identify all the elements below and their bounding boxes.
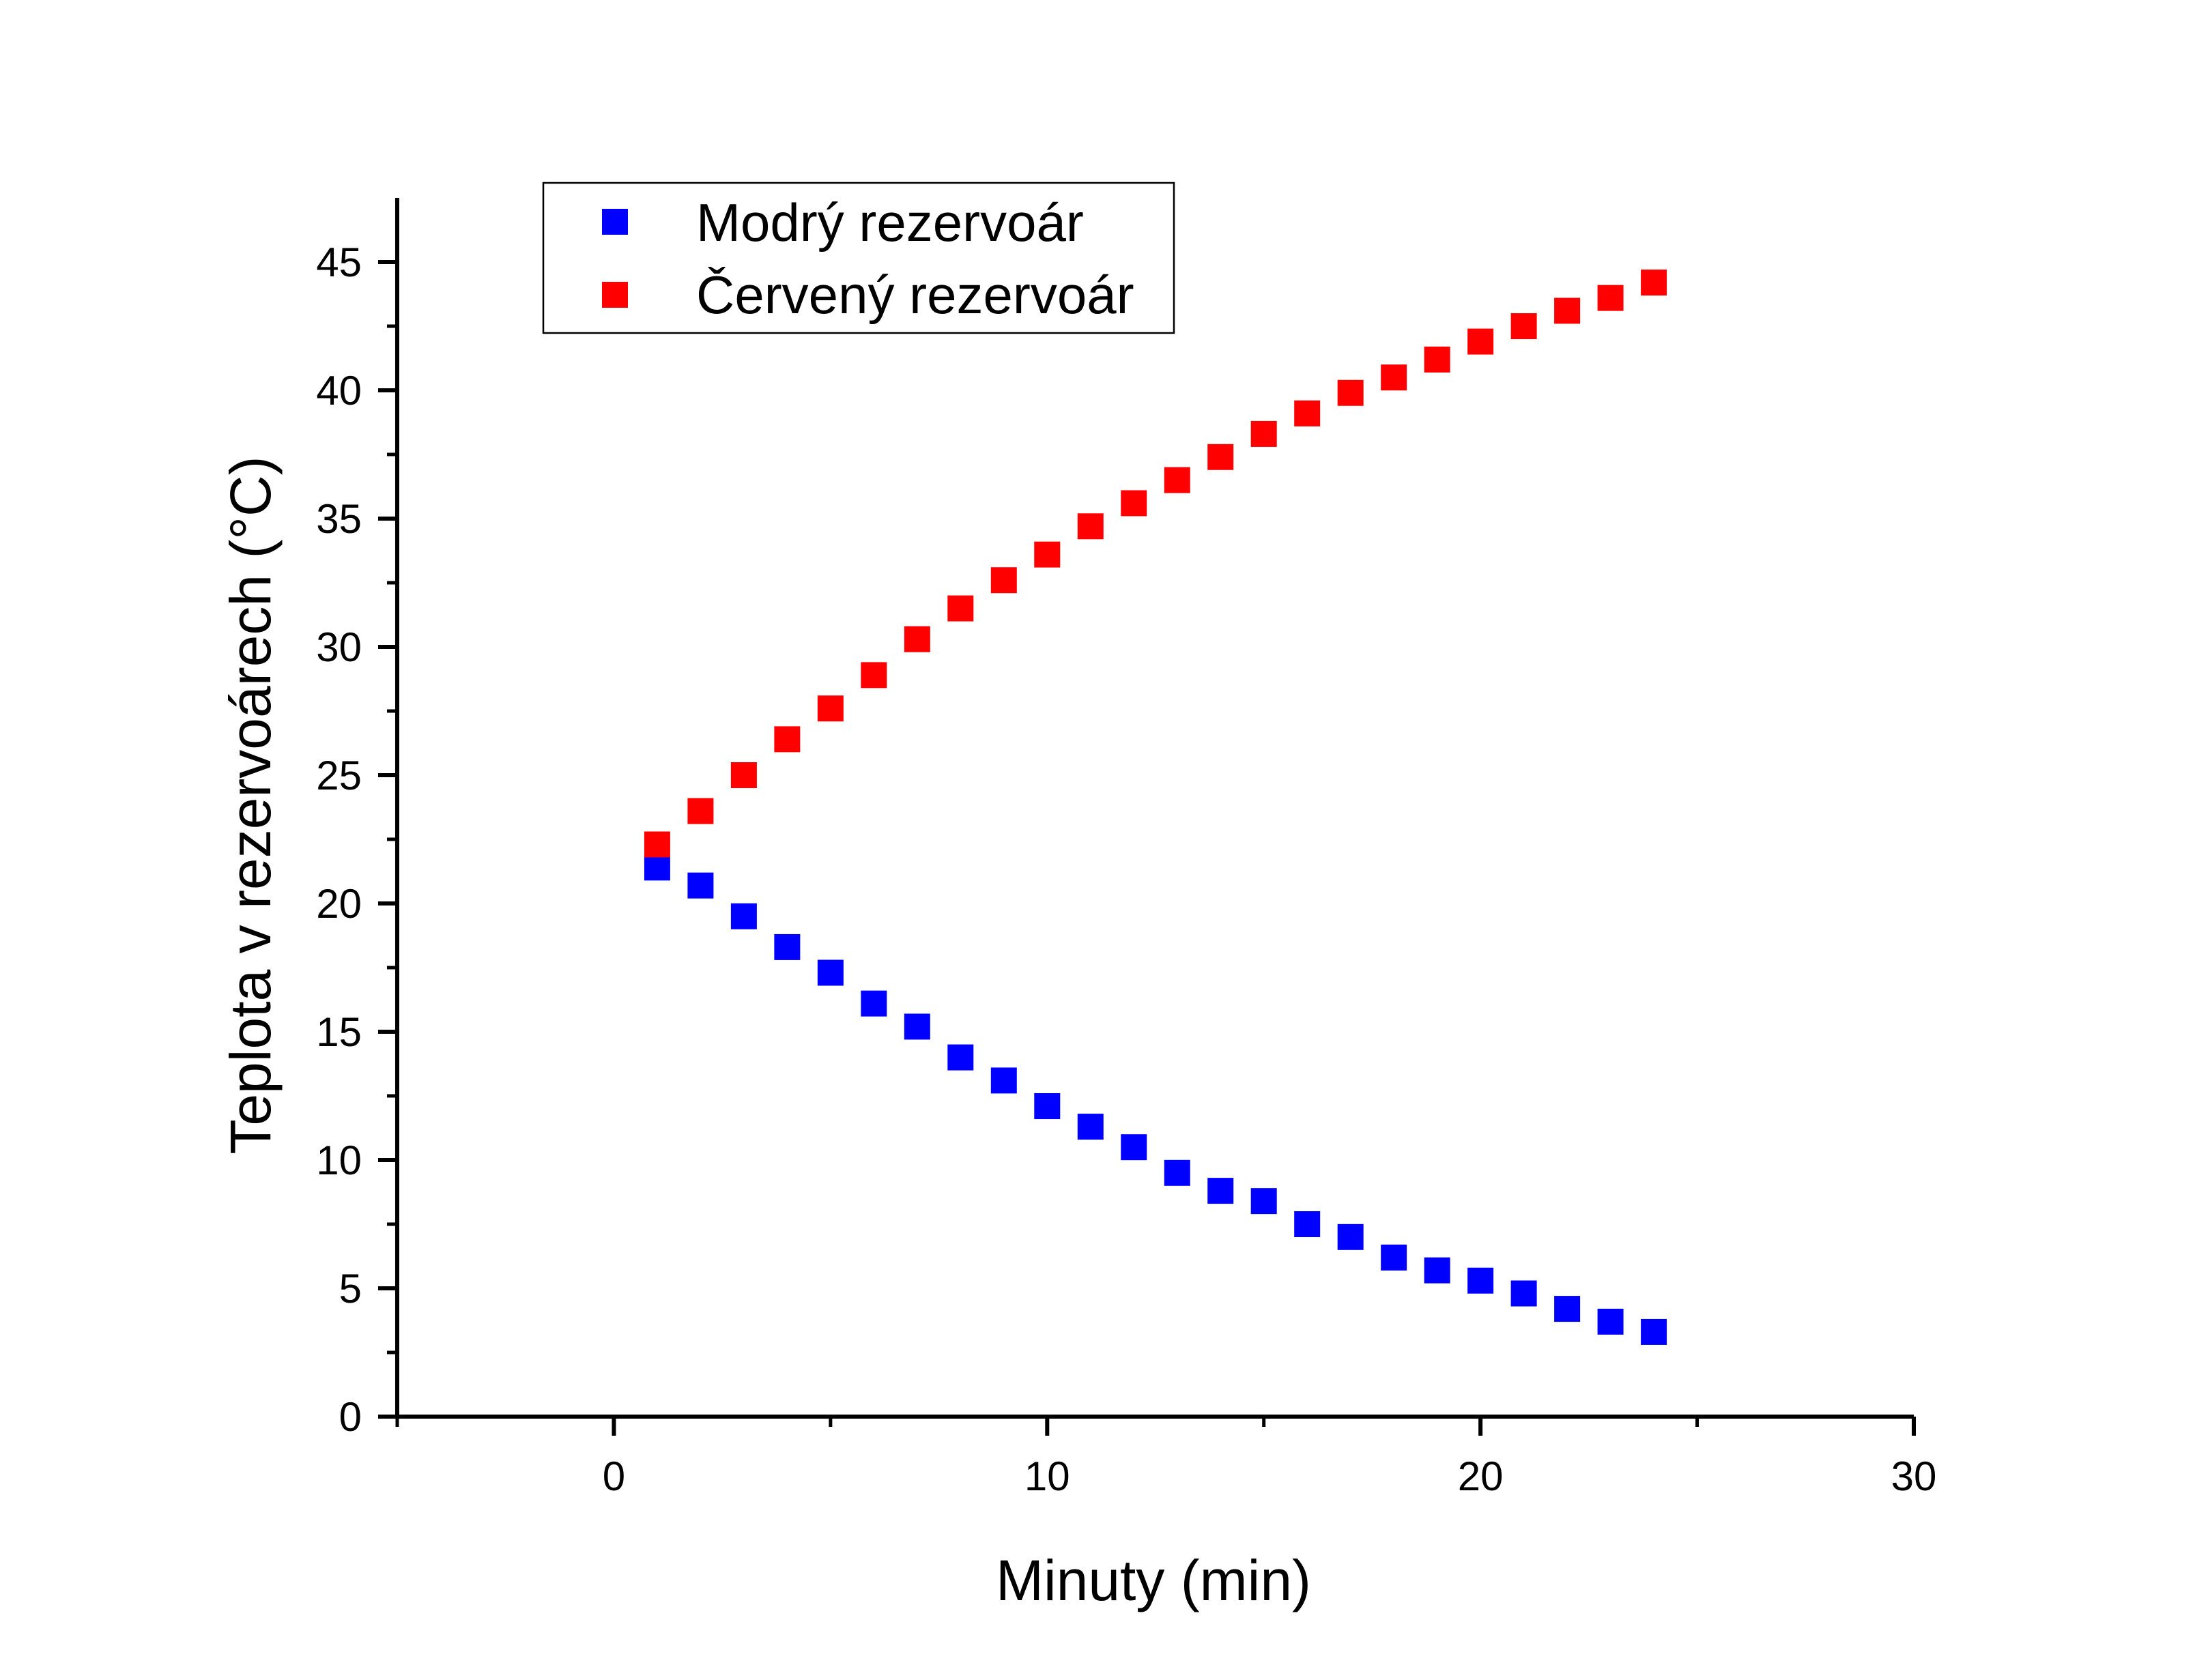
point-modry [1337, 1223, 1364, 1250]
point-cerveny [1207, 444, 1234, 470]
point-cerveny [1164, 467, 1190, 493]
point-cerveny [1641, 270, 1667, 296]
point-modry [730, 903, 757, 929]
point-cerveny [817, 695, 844, 722]
y-axis-ticks: 0 5 10 15 20 25 30 35 40 45 [316, 240, 397, 1440]
point-cerveny [1250, 420, 1277, 447]
y-axis-title: Teplota v rezervoárech (°C) [218, 456, 283, 1154]
y-tick-label: 0 [339, 1394, 362, 1440]
point-modry [861, 990, 887, 1017]
data-markers [644, 270, 1667, 1345]
y-tick-label: 20 [316, 881, 362, 927]
point-modry [1424, 1257, 1450, 1284]
point-modry [1077, 1114, 1104, 1140]
point-modry [644, 854, 670, 881]
point-cerveny [1121, 490, 1147, 517]
point-cerveny [990, 567, 1017, 594]
point-modry [687, 872, 714, 899]
point-modry [1467, 1267, 1494, 1294]
point-modry [774, 933, 801, 960]
point-modry [1034, 1093, 1061, 1120]
point-cerveny [774, 726, 801, 753]
point-modry [947, 1044, 974, 1071]
x-tick-label: 20 [1458, 1453, 1504, 1499]
point-cerveny [687, 798, 714, 824]
legend-marker-modry [602, 209, 628, 235]
point-modry [1250, 1188, 1277, 1215]
point-modry [1121, 1134, 1147, 1161]
y-axis-minor-ticks [387, 324, 397, 1355]
y-tick-label: 35 [316, 496, 362, 542]
legend-marker-cerveny [602, 282, 628, 308]
point-modry [1294, 1211, 1321, 1237]
point-cerveny [1510, 313, 1537, 339]
point-modry [904, 1013, 930, 1040]
point-modry [1554, 1296, 1581, 1322]
point-cerveny [1467, 328, 1494, 355]
point-cerveny [1077, 513, 1104, 540]
y-tick-label: 30 [316, 624, 362, 670]
x-axis-title: Minuty (min) [996, 1548, 1311, 1612]
point-cerveny [861, 662, 887, 689]
y-tick-label: 40 [316, 368, 362, 414]
y-tick-label: 25 [316, 753, 362, 798]
x-tick-label: 10 [1024, 1453, 1070, 1499]
point-cerveny [730, 762, 757, 788]
point-cerveny [1554, 298, 1581, 324]
y-tick-label: 15 [316, 1009, 362, 1055]
point-modry [1381, 1244, 1407, 1271]
point-cerveny [1294, 400, 1321, 426]
x-tick-label: 0 [603, 1453, 625, 1499]
x-axis-ticks: 0 10 20 30 [603, 1417, 1937, 1499]
point-cerveny [904, 626, 930, 652]
legend-label-cerveny: Červený rezervoár [696, 265, 1134, 325]
point-modry [1207, 1178, 1234, 1204]
point-cerveny [1034, 541, 1061, 568]
point-modry [990, 1067, 1017, 1094]
point-modry [1510, 1280, 1537, 1307]
point-modry [1164, 1159, 1190, 1186]
point-cerveny [644, 831, 670, 858]
point-modry [817, 959, 844, 986]
legend-box [542, 182, 1175, 334]
point-modry [1641, 1318, 1667, 1345]
point-cerveny [947, 595, 974, 622]
legend-label-modry: Modrý rezervoár [696, 192, 1084, 252]
x-tick-label: 30 [1891, 1453, 1937, 1499]
legend: Modrý rezervoár Červený rezervoár [542, 182, 1175, 334]
point-cerveny [1337, 379, 1364, 406]
point-cerveny [1381, 364, 1407, 391]
point-cerveny [1424, 346, 1450, 373]
y-tick-label: 5 [339, 1266, 362, 1312]
y-tick-label: 45 [316, 240, 362, 285]
y-tick-label: 10 [316, 1138, 362, 1183]
point-modry [1597, 1308, 1624, 1335]
point-cerveny [1597, 285, 1624, 311]
